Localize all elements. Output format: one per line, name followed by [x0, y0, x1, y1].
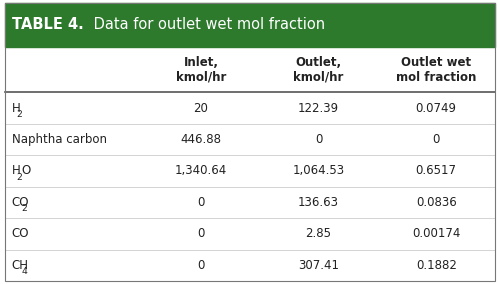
Text: 0: 0: [198, 259, 204, 272]
Text: 0.0749: 0.0749: [416, 102, 457, 114]
Text: H: H: [12, 102, 20, 114]
Text: 2: 2: [16, 110, 22, 119]
Text: Naphtha carbon: Naphtha carbon: [12, 133, 106, 146]
Text: 0: 0: [315, 133, 322, 146]
Text: CO: CO: [12, 196, 29, 209]
Text: 2: 2: [22, 204, 28, 213]
Text: TABLE 4.: TABLE 4.: [12, 17, 83, 32]
FancyBboxPatch shape: [5, 47, 495, 281]
Text: 0.0836: 0.0836: [416, 196, 457, 209]
Text: CO: CO: [12, 227, 29, 241]
Text: 0: 0: [198, 196, 204, 209]
Text: 0: 0: [432, 133, 440, 146]
Text: 0.00174: 0.00174: [412, 227, 461, 241]
Text: 0: 0: [198, 227, 204, 241]
Text: 4: 4: [22, 267, 28, 276]
Text: 2: 2: [16, 173, 22, 182]
Text: 307.41: 307.41: [298, 259, 339, 272]
Text: 136.63: 136.63: [298, 196, 339, 209]
Text: Data for outlet wet mol fraction: Data for outlet wet mol fraction: [89, 17, 325, 32]
Text: 446.88: 446.88: [180, 133, 222, 146]
Text: H: H: [12, 164, 20, 178]
Text: 0.6517: 0.6517: [416, 164, 457, 178]
Text: 1,064.53: 1,064.53: [292, 164, 344, 178]
Text: 1,340.64: 1,340.64: [175, 164, 227, 178]
Text: CH: CH: [12, 259, 28, 272]
FancyBboxPatch shape: [5, 3, 495, 47]
Text: 122.39: 122.39: [298, 102, 339, 114]
Text: 2.85: 2.85: [306, 227, 332, 241]
Text: 20: 20: [194, 102, 208, 114]
Text: 0.1882: 0.1882: [416, 259, 457, 272]
Text: Outlet wet
mol fraction: Outlet wet mol fraction: [396, 56, 476, 83]
Text: Outlet,
kmol/hr: Outlet, kmol/hr: [294, 56, 344, 83]
Text: O: O: [22, 164, 31, 178]
Text: Inlet,
kmol/hr: Inlet, kmol/hr: [176, 56, 226, 83]
